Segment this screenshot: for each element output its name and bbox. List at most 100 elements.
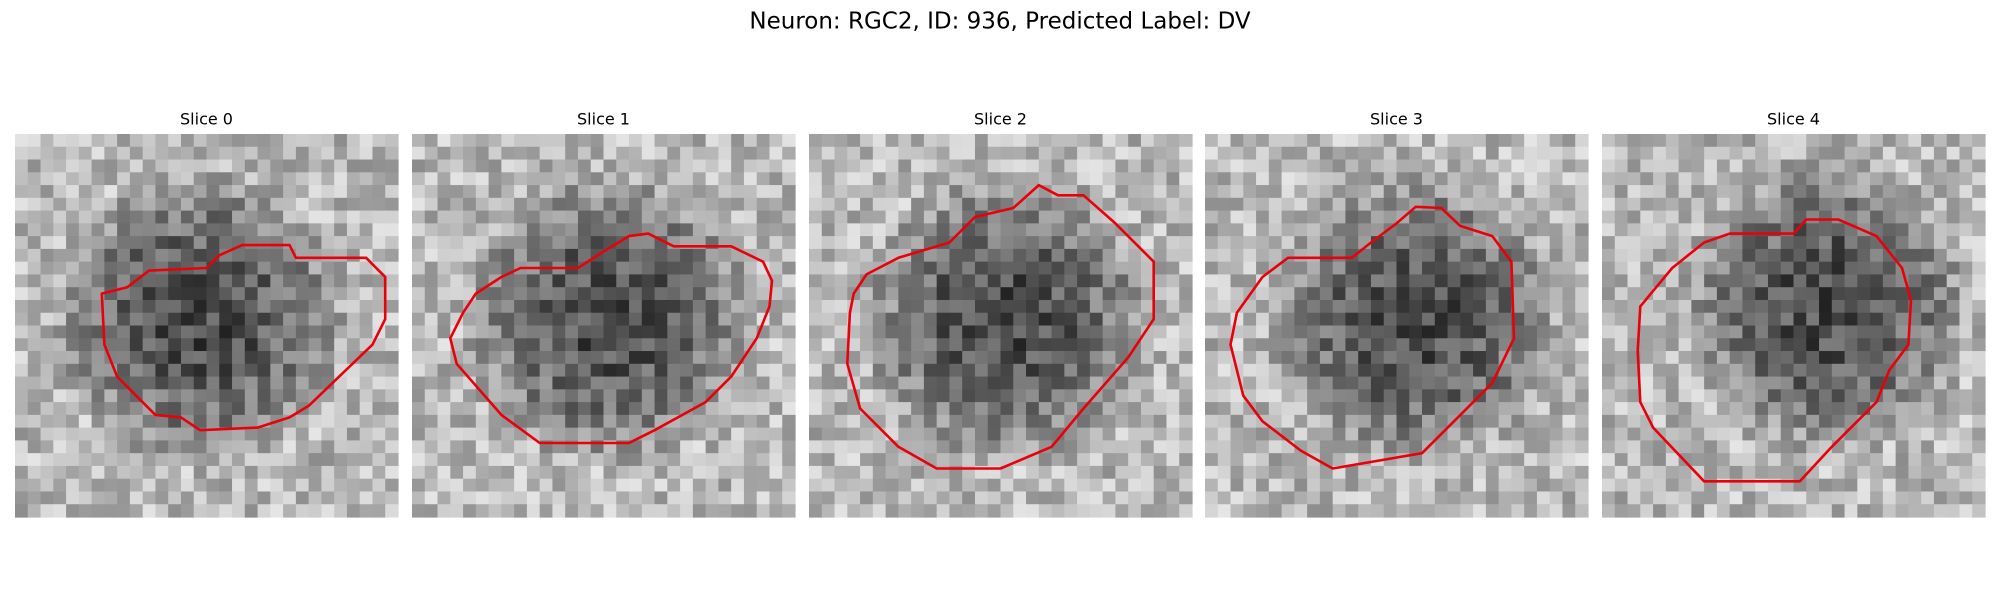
pixel <box>359 274 374 288</box>
pixel <box>53 338 67 352</box>
pixel <box>514 325 528 339</box>
pixel <box>270 465 284 480</box>
pixel <box>488 504 502 518</box>
pixel <box>641 351 656 365</box>
pixel <box>718 325 732 339</box>
pixel <box>1870 491 1884 505</box>
pixel <box>168 351 182 365</box>
pixel <box>437 159 451 173</box>
pixel <box>1498 299 1512 314</box>
pixel <box>1370 427 1385 441</box>
pixel <box>1153 389 1168 403</box>
pixel <box>1921 197 1935 212</box>
pixel <box>514 338 528 352</box>
pixel <box>168 287 182 301</box>
pixel <box>974 478 989 493</box>
pixel <box>1281 172 1295 186</box>
pixel <box>1064 427 1078 441</box>
pixel <box>1511 465 1525 480</box>
pixel <box>244 465 259 480</box>
pixel <box>1396 440 1410 454</box>
pixel <box>463 504 477 518</box>
pixel <box>232 312 246 327</box>
pixel <box>27 325 42 339</box>
pixel <box>1627 197 1641 212</box>
pixel <box>692 453 707 467</box>
pixel <box>1383 159 1398 173</box>
pixel <box>346 197 361 212</box>
pixel <box>91 465 105 480</box>
pixel <box>1562 504 1576 518</box>
pixel <box>590 236 605 250</box>
pixel <box>1217 287 1232 301</box>
pixel <box>91 248 105 263</box>
pixel <box>962 376 976 390</box>
pixel <box>1447 134 1461 148</box>
pixel <box>590 351 605 365</box>
pixel <box>501 134 515 148</box>
pixel <box>1767 504 1782 518</box>
pixel <box>1691 210 1705 224</box>
pixel <box>514 363 528 378</box>
pixel <box>1294 376 1308 390</box>
pixel <box>1332 389 1347 403</box>
pixel <box>769 453 783 467</box>
pixel <box>1332 376 1347 390</box>
pixel <box>1819 134 1833 148</box>
pixel <box>1602 287 1616 301</box>
pixel <box>1498 312 1512 327</box>
pixel <box>219 197 233 212</box>
pixel <box>923 159 938 173</box>
pixel <box>1908 363 1922 378</box>
pixel <box>1089 351 1104 365</box>
pixel <box>718 389 732 403</box>
pixel <box>974 363 989 378</box>
pixel <box>962 197 976 212</box>
pixel <box>654 299 668 314</box>
pixel <box>974 299 989 314</box>
pixel <box>1422 427 1436 441</box>
pixel <box>1665 363 1680 378</box>
pixel <box>1345 236 1359 250</box>
pixel <box>168 274 182 288</box>
pixel <box>1102 312 1116 327</box>
pixel <box>885 312 899 327</box>
pixel <box>1729 197 1744 212</box>
pixel <box>1946 402 1961 416</box>
pixel <box>180 338 195 352</box>
pixel <box>565 414 579 429</box>
pixel <box>53 210 67 224</box>
pixel <box>219 223 233 237</box>
pixel <box>1933 427 1948 441</box>
pixel <box>1498 185 1512 199</box>
pixel <box>872 312 887 327</box>
pixel <box>616 299 630 314</box>
pixel <box>1422 210 1436 224</box>
pixel <box>821 223 836 237</box>
pixel <box>552 172 566 186</box>
pixel <box>654 325 668 339</box>
pixel <box>667 325 681 339</box>
pixel <box>1575 363 1589 378</box>
pixel <box>526 453 541 467</box>
pixel <box>321 440 335 454</box>
pixel <box>412 351 426 365</box>
pixel <box>616 223 630 237</box>
pixel <box>1536 312 1551 327</box>
pixel <box>424 504 439 518</box>
pixel <box>1755 146 1769 161</box>
pixel <box>1549 185 1564 199</box>
pixel <box>1409 274 1423 288</box>
pixel <box>1345 146 1359 161</box>
pixel <box>898 351 912 365</box>
pixel <box>1166 363 1180 378</box>
pixel <box>219 312 233 327</box>
pixel <box>1383 134 1398 148</box>
pixel <box>1742 172 1756 186</box>
pixel <box>872 491 887 505</box>
pixel <box>334 453 348 467</box>
pixel <box>1358 376 1372 390</box>
pixel <box>743 376 758 390</box>
pixel <box>1857 159 1871 173</box>
pixel <box>923 427 938 441</box>
